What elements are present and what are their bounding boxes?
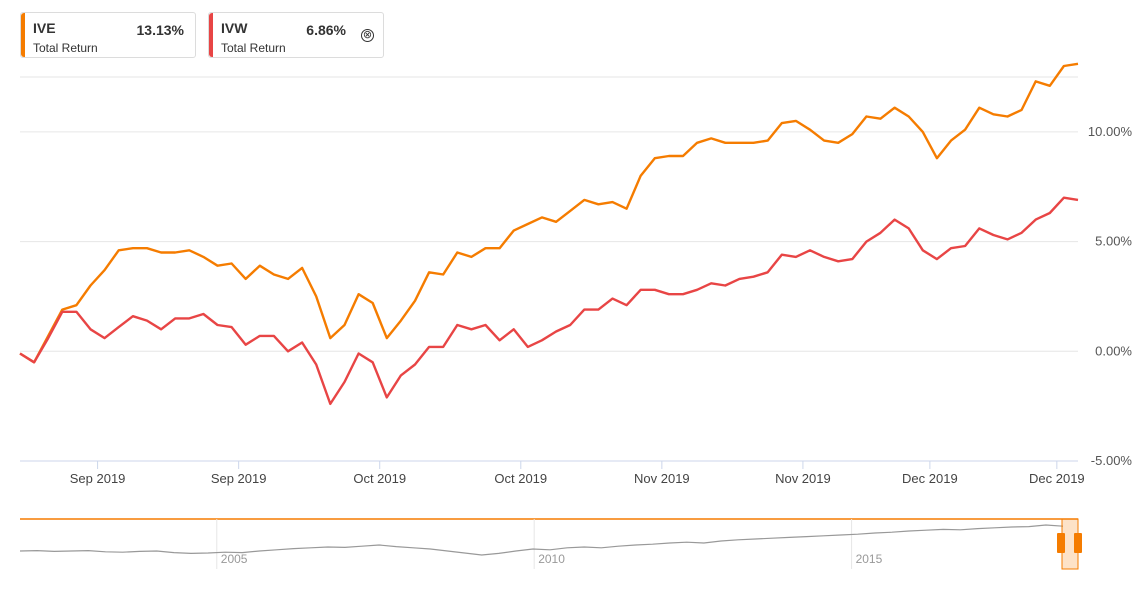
navigator-series-line	[19, 524, 1064, 556]
legend-value: 6.86%	[306, 22, 346, 38]
x-tick-label: Oct 2019	[353, 471, 406, 486]
x-tick-label: Dec 2019	[902, 471, 958, 486]
legend-ticker: IVW	[221, 20, 248, 36]
close-icon[interactable]: ⊗	[361, 29, 374, 42]
x-tick-label: Oct 2019	[494, 471, 547, 486]
legend-color-bar-ivw	[209, 13, 213, 57]
navigator-handle-left[interactable]	[1057, 533, 1065, 553]
x-tick-label: Dec 2019	[1029, 471, 1085, 486]
navigator-year-label: 2015	[856, 552, 883, 566]
legend-ticker: IVE	[33, 20, 56, 36]
legend-color-bar-ive	[21, 13, 25, 57]
legend-subtitle: Total Return	[221, 41, 286, 55]
x-tick-label: Nov 2019	[634, 471, 690, 486]
legend-subtitle: Total Return	[33, 41, 98, 55]
navigator-year-label: 2010	[538, 552, 565, 566]
y-tick-label: 0.00%	[1095, 343, 1132, 358]
x-tick-label: Nov 2019	[775, 471, 831, 486]
y-tick-label: 10.00%	[1088, 124, 1133, 139]
y-tick-label: -5.00%	[1091, 453, 1133, 468]
legend: IVE 13.13% Total Return IVW 6.86% Total …	[20, 12, 384, 58]
navigator-year-label: 2005	[221, 552, 248, 566]
series-line-ivw	[19, 196, 1079, 406]
x-tick-label: Sep 2019	[70, 471, 126, 486]
series-line-ive	[19, 62, 1079, 364]
legend-value: 13.13%	[136, 22, 184, 38]
navigator-handle-right[interactable]	[1074, 533, 1082, 553]
y-tick-label: 5.00%	[1095, 234, 1132, 249]
x-tick-label: Sep 2019	[211, 471, 267, 486]
legend-card-ivw[interactable]: IVW 6.86% Total Return ⊗	[208, 12, 384, 58]
legend-card-ive[interactable]: IVE 13.13% Total Return	[20, 12, 196, 58]
